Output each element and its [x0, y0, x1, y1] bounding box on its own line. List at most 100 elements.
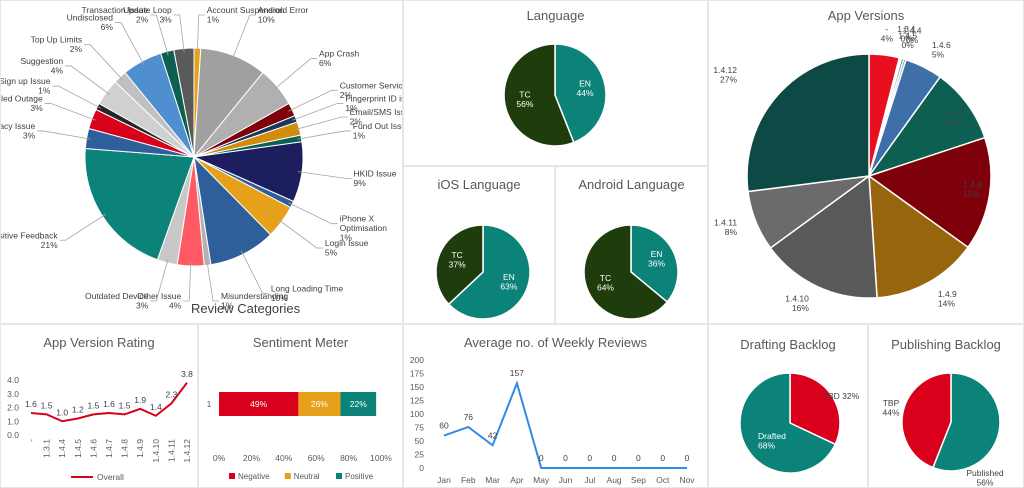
- app-versions-title: App Versions: [827, 8, 905, 23]
- language-slice-0: [554, 43, 607, 144]
- rating-xtick-7: 1.4.9: [135, 439, 145, 458]
- app_versions-slice-10: [746, 53, 870, 193]
- rating-ytick-3: 3.0: [7, 389, 19, 399]
- app-versions-label-4: 1.4.6 5%: [932, 40, 951, 60]
- app_versions-slice-6: [867, 136, 992, 249]
- weekly-ytick-1: 25: [415, 450, 425, 460]
- review-categories-chart: Account Suspension 1%Android Error 10% App …: [0, 5, 403, 311]
- review-categories-leader-19: [84, 44, 123, 81]
- review-categories-leader-16: [44, 103, 96, 121]
- drafting_backlog-slice-0: [789, 372, 841, 446]
- rating-ytick-2: 2.0: [7, 403, 19, 413]
- app-version-rating-title: App Version Rating: [43, 335, 155, 350]
- weekly-xtick-10: Nov: [679, 475, 695, 485]
- rating-data-label-9: 2.3: [165, 389, 177, 399]
- app_versions-slice-8: [769, 174, 878, 299]
- rating-ytick-4: 4.0: [7, 375, 19, 385]
- rating-data-label-1: 1.5: [41, 400, 53, 410]
- sentiment-bar-label-0: 49%: [250, 399, 267, 409]
- ios_language-label-1: TC 37%: [449, 250, 466, 269]
- weekly-data-label-4: 0: [539, 453, 544, 463]
- drafting-label-1: Drafted 68%: [758, 431, 786, 451]
- language-label-1: TC 56%: [516, 90, 533, 110]
- app-versions-label-7: 1.4.9 14%: [938, 289, 957, 309]
- review-categories-label-4: Fingerprint ID issue 1%: [345, 93, 403, 113]
- sentiment-xtick-0: 0%: [213, 453, 226, 463]
- review-categories-label-21: Transaction Issue 2%: [82, 5, 149, 25]
- weekly-data-label-2: 42: [488, 430, 498, 440]
- drafting-backlog-chart: TBD 32% Drafted 68%: [739, 372, 860, 474]
- weekly-data-label-5: 0: [563, 453, 568, 463]
- sentiment-xtick-5: 100%: [370, 453, 392, 463]
- weekly-xtick-8: Sep: [631, 475, 646, 485]
- review-categories-leader-5: [295, 116, 348, 130]
- review-categories-label-2: App Crash 6%: [319, 48, 359, 68]
- sentiment-legend-label-2: Positive: [345, 472, 374, 481]
- weekly-data-label-0: 60: [439, 421, 449, 431]
- sentiment-meter-chart: 1 49% 26% 22% 0% 20% 40% 60% 80% 100% Negative Neut…: [207, 392, 392, 481]
- rating-data-label-4: 1.5: [87, 400, 99, 410]
- language-panel: Language EN 44% TC 56%: [403, 0, 708, 166]
- review-categories-leader-12: [183, 261, 192, 302]
- android_language-slice-1: [583, 224, 669, 320]
- review-categories-leader-13: [150, 258, 169, 302]
- review-categories-label-18: Suggestion 4%: [21, 56, 64, 75]
- weekly-xtick-7: Aug: [607, 475, 622, 485]
- sentiment-bar-2: [340, 392, 377, 416]
- publishing-label-0: Published 56%: [966, 468, 1004, 488]
- app-version-rating-chart: 0.01.02.03.04.01.6-1.51.3.11.01.4.41.21.…: [7, 369, 193, 482]
- review-categories-title: Review Categories: [191, 301, 301, 316]
- weekly-data-label-10: 0: [685, 453, 690, 463]
- app-versions-label-2: 1.4.5 0%: [898, 30, 917, 50]
- review-categories-leader-14: [59, 213, 107, 241]
- review-categories-leader-11: [206, 261, 219, 302]
- rating-xtick-0: -: [26, 439, 36, 442]
- review-categories-label-12: Other Issue 4%: [137, 291, 181, 311]
- ios-language-panel: iOS Language EN 63% TC 37%: [403, 166, 555, 324]
- android-language-panel: Android Language EN 36% TC 64%: [555, 166, 708, 324]
- review-categories-label-5: Email/SMS Issue 2%: [350, 107, 403, 127]
- publishing_backlog-slice-1: [901, 372, 952, 469]
- sentiment-xtick-2: 40%: [275, 453, 292, 463]
- weekly-xtick-4: May: [533, 475, 550, 485]
- drafting_backlog-slice-1: [739, 372, 837, 474]
- weekly-data-label-7: 0: [612, 453, 617, 463]
- weekly-reviews-title: Average no. of Weekly Reviews: [463, 335, 648, 350]
- review-categories-label-6: Fund Out Issue 1%: [353, 121, 403, 140]
- app_versions-slice-7: [868, 174, 970, 299]
- review-categories-label-17: Sign up Issue 1%: [0, 76, 51, 96]
- sentiment-bar-1: [298, 392, 341, 416]
- review-categories-leader-9: [278, 219, 323, 249]
- android_language-slice-0: [630, 224, 679, 304]
- weekly-xtick-9: Oct: [656, 475, 670, 485]
- weekly-ytick-2: 50: [415, 436, 425, 446]
- review-categories-label-20: Undisclosed 6%: [67, 13, 114, 33]
- sentiment-legend-swatch-0: [229, 473, 235, 479]
- rating-xtick-6: 1.4.8: [120, 439, 130, 458]
- review-categories-label-22: Update Loop 3%: [123, 5, 172, 25]
- android_language-label-0: EN 36%: [648, 249, 665, 269]
- app-version-rating-panel: App Version Rating 0.0 1.0 2.0 3.0 4.0 1.6 - 1.…: [0, 324, 198, 488]
- rating-xtick-2: 1.4.4: [57, 439, 67, 458]
- review-categories-leader-20: [114, 22, 145, 65]
- rating-data-label-10: 3.8: [181, 369, 193, 379]
- rating-data-label-5: 1.6: [103, 399, 115, 409]
- weekly-xtick-5: Jun: [559, 475, 573, 485]
- rating-legend-label: Overall: [97, 472, 124, 482]
- review-categories-leader-0: [196, 14, 205, 53]
- weekly-data-label-1: 76: [464, 412, 474, 422]
- rating-xtick-1: 1.3.1: [42, 439, 52, 458]
- publishing-backlog-panel: Publishing Backlog Published 56% TBP 44%: [868, 324, 1024, 488]
- language-label-0: EN 44%: [577, 78, 594, 98]
- rating-ytick-1: 1.0: [7, 416, 19, 426]
- weekly-data-label-3: 157: [510, 368, 524, 378]
- publishing-backlog-chart: Published 56% TBP 44%: [882, 372, 1004, 488]
- review-categories-leader-1: [231, 14, 256, 60]
- weekly-xtick-6: Jul: [584, 475, 595, 485]
- sentiment-legend-label-0: Negative: [238, 472, 270, 481]
- review-categories-label-3: Customer Service 2%: [340, 80, 403, 100]
- review-categories-leader-7: [297, 171, 352, 179]
- sentiment-meter-panel: Sentiment Meter 1 49% 26% 22% 0% 20% 40% 60% 80%…: [198, 324, 403, 488]
- app-versions-label-8: 1.4.10 16%: [785, 294, 809, 314]
